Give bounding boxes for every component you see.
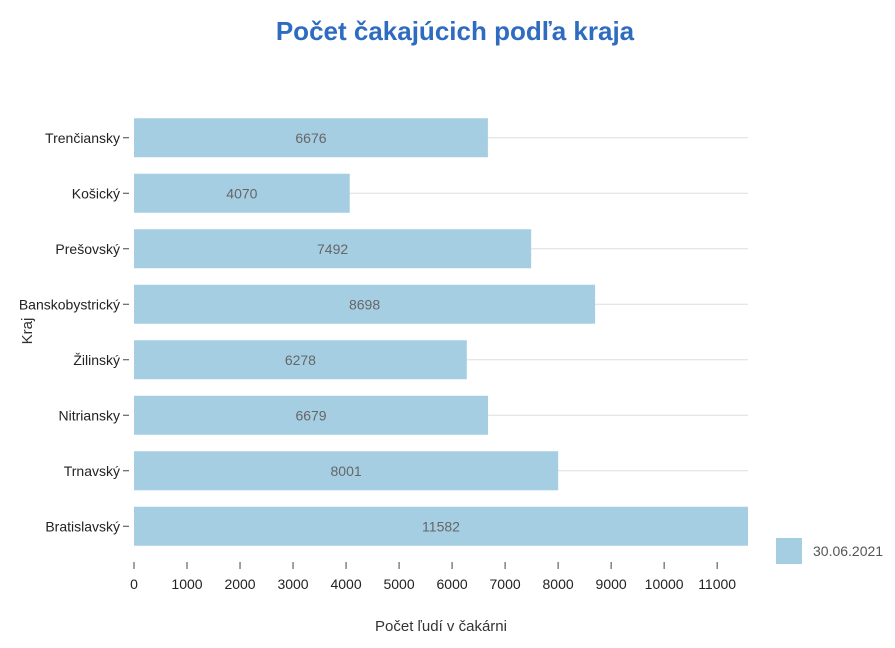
chart-title: Počet čakajúcich podľa kraja (275, 16, 635, 46)
x-tick-label: 10000 (645, 576, 684, 592)
category-labels: Trenčiansky Košický Prešovský Banskobystric… (19, 130, 129, 534)
bar (134, 118, 488, 158)
x-tick-label: 7000 (490, 576, 521, 592)
x-axis: 0 1000 2000 3000 4000 5000 6000 7000 8000 9000 100… (130, 562, 736, 592)
y-tick-label: Bratislavský (45, 518, 120, 534)
x-tick-label: 9000 (596, 576, 627, 592)
x-tick-label: 11000 (698, 576, 736, 592)
y-tick-label: Nitriansky (59, 407, 120, 423)
bar (134, 284, 596, 324)
legend: 30.06.2021 (776, 538, 883, 564)
legend-swatch (776, 538, 802, 564)
bars (134, 118, 748, 546)
bar (134, 451, 559, 491)
bar-value-label: 6679 (295, 407, 326, 423)
y-tick-label: Trnavský (64, 463, 120, 479)
y-tick-label: Trenčiansky (45, 130, 120, 146)
bar-value-label: 4070 (226, 185, 257, 201)
bar-value-label: 6676 (295, 130, 326, 146)
bar-value-label: 11582 (422, 518, 460, 534)
x-tick-label: 4000 (330, 576, 361, 592)
x-tick-label: 6000 (437, 576, 468, 592)
y-tick-label: Banskobystrický (19, 296, 120, 312)
bar (134, 395, 489, 435)
bar (134, 506, 748, 546)
x-tick-label: 2000 (224, 576, 255, 592)
x-tick-label: 8000 (543, 576, 574, 592)
y-tick-label: Košický (72, 185, 120, 201)
data-labels: 6676 4070 7492 8698 6278 6679 8001 11582 (226, 130, 460, 535)
legend-label: 30.06.2021 (813, 543, 884, 559)
bar (134, 340, 467, 380)
x-tick-label: 1000 (171, 576, 202, 592)
bar-value-label: 8001 (331, 463, 362, 479)
y-axis-title: Kraj (19, 318, 36, 345)
x-tick-label: 3000 (277, 576, 308, 592)
bar-value-label: 8698 (349, 296, 380, 312)
bar-value-label: 6278 (285, 352, 316, 368)
bar (134, 173, 350, 213)
x-tick-label: 0 (130, 576, 138, 592)
x-tick-label: 5000 (383, 576, 414, 592)
y-tick-label: Žilinský (73, 352, 120, 368)
x-axis-title: Počet ľudí v čakárni (375, 618, 507, 635)
y-tick-label: Prešovský (55, 241, 120, 257)
bar-value-label: 7492 (317, 241, 348, 257)
bar (134, 229, 532, 269)
